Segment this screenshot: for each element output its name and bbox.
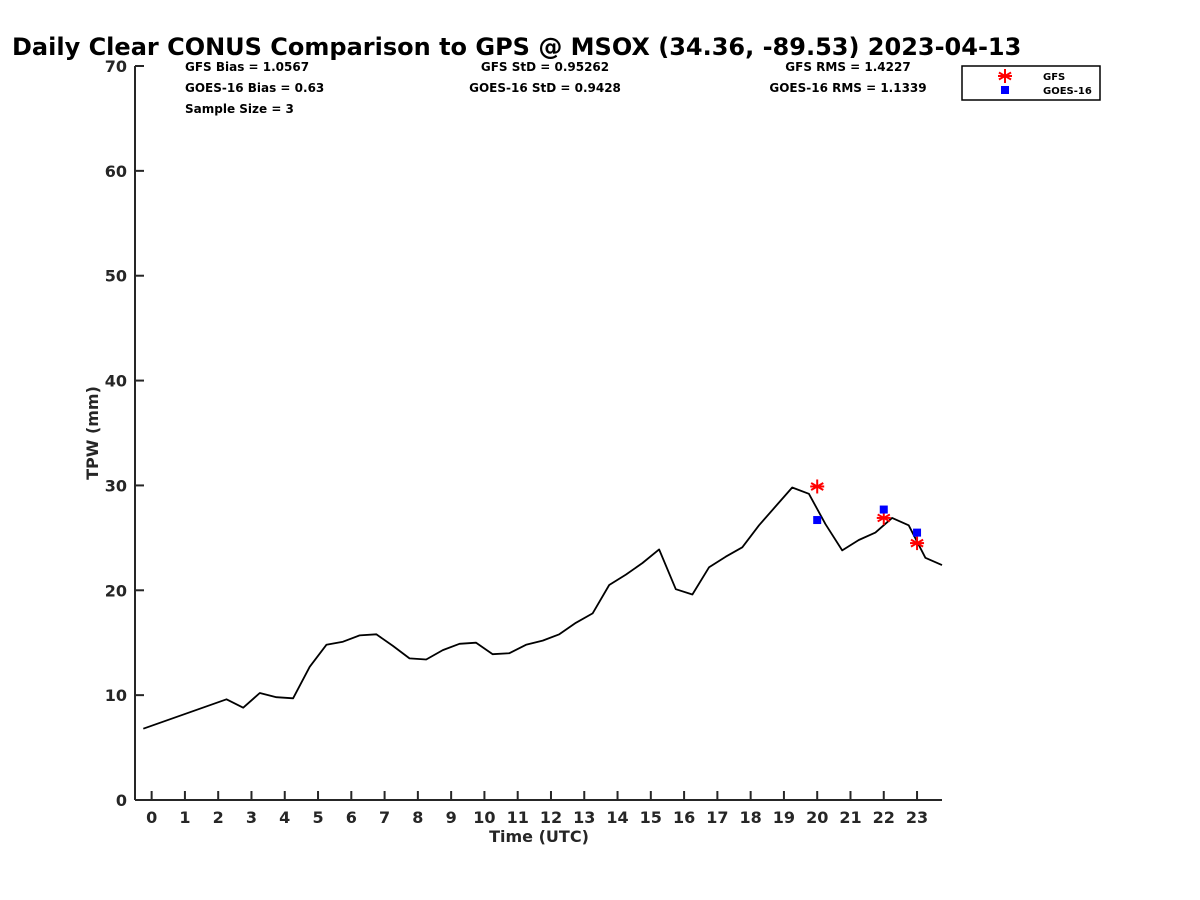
x-tick-label: 4: [279, 808, 290, 827]
y-tick-label: 0: [116, 791, 127, 810]
legend-gfs-marker: [998, 69, 1012, 83]
x-tick-label: 5: [312, 808, 323, 827]
x-tick-label: 1: [179, 808, 190, 827]
y-tick-label: 10: [105, 686, 127, 705]
legend-box: [961, 65, 1101, 101]
x-tick-label: 15: [640, 808, 662, 827]
x-tick-label: 13: [573, 808, 595, 827]
goes16-point: [879, 505, 888, 514]
data-layer: [143, 479, 943, 730]
y-tick-label: 30: [105, 476, 127, 495]
y-tick-label: 40: [105, 372, 127, 391]
x-tick-label: 18: [740, 808, 762, 827]
x-tick-label: 19: [773, 808, 795, 827]
y-tick-label: 60: [105, 162, 127, 181]
x-tick-label: 0: [146, 808, 157, 827]
x-tick-label: 9: [446, 808, 457, 827]
legend-label: GFS: [1043, 72, 1065, 83]
x-tick-label: 8: [412, 808, 423, 827]
x-tick-label: 16: [673, 808, 695, 827]
goes16-point: [913, 528, 922, 537]
stats-panel: GFS Bias = 1.0567 GFS StD = 0.95262 GFS RM…: [185, 60, 927, 116]
x-tick-label: 23: [906, 808, 928, 827]
x-tick-label: 2: [213, 808, 224, 827]
stat-text: Sample Size = 3: [185, 102, 294, 116]
legend-label: GOES-16: [1043, 86, 1092, 97]
gps-series-line: [143, 486, 943, 730]
y-tick-label: 20: [105, 581, 127, 600]
legend-goes16-marker: [1001, 86, 1009, 94]
x-tick-label: 20: [806, 808, 828, 827]
x-tick-label: 22: [873, 808, 895, 827]
stat-text: GFS RMS = 1.4227: [785, 60, 910, 74]
x-tick-label: 6: [346, 808, 357, 827]
stat-text: GOES-16 Bias = 0.63: [185, 81, 324, 95]
y-tick-label: 70: [105, 57, 127, 76]
x-axis-label: Time (UTC): [489, 827, 589, 846]
x-tick-label: 17: [706, 808, 728, 827]
x-tick-label: 7: [379, 808, 390, 827]
stat-text: GOES-16 RMS = 1.1339: [769, 81, 926, 95]
chart-title: Daily Clear CONUS Comparison to GPS @ MS…: [12, 33, 1021, 61]
gfs-point: [810, 479, 825, 494]
goes16-point: [813, 516, 822, 525]
stat-text: GFS StD = 0.95262: [481, 60, 609, 74]
x-tick-label: 11: [507, 808, 529, 827]
x-tick-label: 10: [473, 808, 495, 827]
x-tick-label: 14: [606, 808, 628, 827]
x-tick-label: 12: [540, 808, 562, 827]
stat-text: GOES-16 StD = 0.9428: [469, 81, 621, 95]
gfs-point: [910, 536, 925, 551]
y-tick-label: 50: [105, 267, 127, 286]
stat-text: GFS Bias = 1.0567: [185, 60, 309, 74]
y-axis-label: TPW (mm): [83, 386, 102, 480]
x-tick-label: 21: [839, 808, 861, 827]
x-tick-label: 3: [246, 808, 257, 827]
legend: GFS GOES-16: [961, 65, 1101, 101]
